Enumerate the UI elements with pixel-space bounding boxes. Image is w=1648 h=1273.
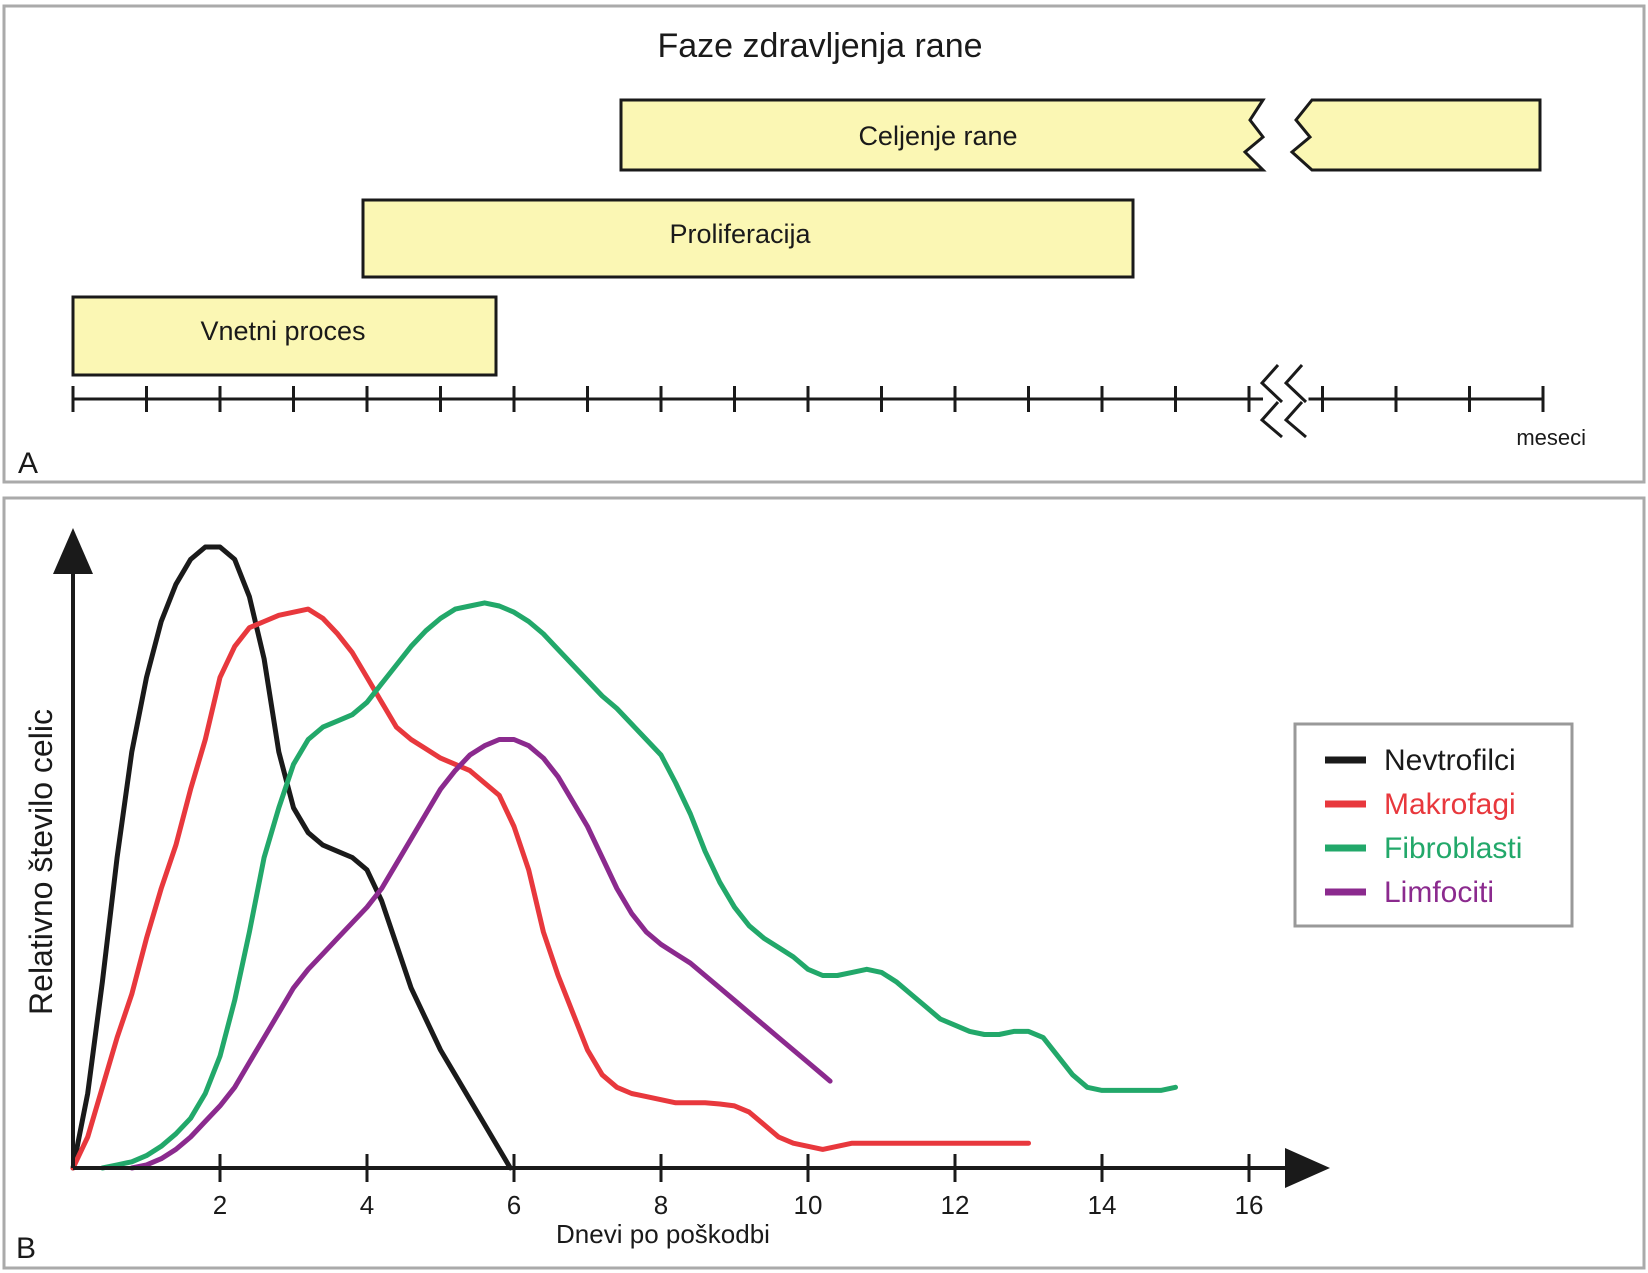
panel-a-frame	[2, 4, 1646, 484]
legend-items: Nevtrofilci Makrofagi Fibroblasti Limfociti	[1325, 744, 1522, 909]
cell-count-chart: 2 4 6 8 10 12 14 16	[53, 528, 1330, 1220]
y-axis-label: Relativno število celic	[23, 709, 59, 1015]
panel-b-letter: B	[16, 1232, 36, 1265]
x-tick-label: 2	[213, 1190, 227, 1220]
chart-ticks: 2 4 6 8 10 12 14 16	[213, 1154, 1264, 1220]
phase-label-remodeling: Celjenje rane	[858, 121, 1017, 151]
x-tick-label: 6	[507, 1190, 521, 1220]
timeline-axis	[71, 386, 1545, 412]
phase-bars: Vnetni proces Proliferacija Celjenje ran…	[71, 98, 1542, 377]
series-line-limfociti	[129, 737, 833, 1171]
timeline-unit-label: meseci	[1516, 425, 1586, 450]
phase-bar-remodeling-left	[619, 98, 1267, 172]
legend-label: Fibroblasti	[1384, 832, 1522, 865]
phase-bar-proliferation	[361, 198, 1135, 279]
panel-b-frame	[2, 496, 1646, 1270]
legend-label: Nevtrofilci	[1384, 744, 1516, 777]
x-tick-label: 8	[654, 1190, 668, 1220]
legend-label: Limfociti	[1384, 876, 1494, 909]
x-tick-label: 14	[1088, 1190, 1117, 1220]
phase-bar-remodeling-right	[1289, 98, 1542, 172]
phase-label-inflammation: Vnetni proces	[200, 316, 365, 346]
x-axis-label: Dnevi po poškodbi	[556, 1219, 770, 1249]
x-axis-arrow-icon	[1285, 1148, 1330, 1188]
panel-a: Faze zdravljenja rane Vnetni proces Prol…	[2, 4, 1646, 484]
chart-lines	[70, 544, 1178, 1171]
x-tick-label: 16	[1235, 1190, 1264, 1220]
chart-axes	[53, 528, 1330, 1188]
panel-a-letter: A	[18, 447, 38, 480]
phase-bar-inflammation	[71, 295, 498, 377]
series-line-fibroblasti	[99, 600, 1178, 1171]
series-line-nevtrofilci	[70, 544, 513, 1171]
x-tick-label: 4	[360, 1190, 374, 1220]
axis-break-icon	[1259, 364, 1308, 439]
panel-b: 2 4 6 8 10 12 14 16 Relativno število celic Dne…	[2, 496, 1646, 1270]
legend: Nevtrofilci Makrofagi Fibroblasti Limfociti	[1293, 722, 1574, 928]
series-line-makrofagi	[70, 606, 1031, 1171]
y-axis-arrow-icon	[53, 528, 93, 574]
x-tick-label: 10	[794, 1190, 823, 1220]
phase-label-proliferation: Proliferacija	[669, 219, 811, 249]
panel-a-title: Faze zdravljenja rane	[657, 27, 982, 65]
x-tick-label: 12	[941, 1190, 970, 1220]
legend-label: Makrofagi	[1384, 788, 1516, 821]
